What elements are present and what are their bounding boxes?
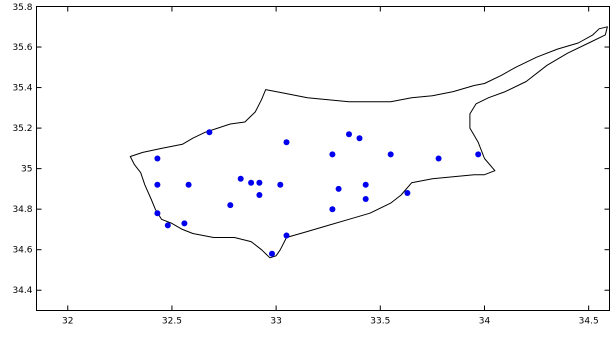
- x-tick-label-6: 34.5: [579, 317, 599, 327]
- station-point-1: [154, 155, 161, 162]
- y-tick-label-6: 35.4: [12, 84, 32, 94]
- station-point-9: [237, 175, 244, 182]
- station-point-8: [227, 202, 234, 209]
- x-axis: 32 32.5 33 33.5 34 34.5: [62, 6, 599, 327]
- station-point-21: [356, 135, 363, 142]
- coastline-layer: [129, 26, 608, 259]
- station-points-layer: [154, 129, 482, 257]
- station-point-6: [185, 181, 192, 188]
- station-point-16: [283, 139, 290, 146]
- x-tick-label-4: 33.5: [370, 317, 390, 327]
- y-tick-label-4: 35: [21, 165, 32, 175]
- station-point-22: [362, 181, 369, 188]
- x-tick-label-2: 32.5: [162, 317, 182, 327]
- station-point-2: [154, 181, 161, 188]
- station-point-25: [404, 190, 411, 196]
- y-tick-label-7: 35.6: [12, 43, 32, 53]
- station-point-11: [256, 179, 263, 186]
- y-tick-label-1: 34.4: [12, 286, 32, 296]
- station-point-12: [256, 192, 263, 198]
- y-tick-label-8: 35.8: [12, 3, 32, 13]
- station-point-13: [269, 250, 275, 257]
- station-point-18: [329, 206, 336, 213]
- station-point-5: [181, 220, 188, 227]
- station-point-4: [164, 222, 171, 229]
- y-tick-label-3: 34.8: [12, 205, 32, 215]
- station-point-24: [387, 151, 394, 158]
- station-point-15: [283, 232, 290, 239]
- plot-frame: [36, 6, 610, 311]
- island-coastline: [129, 26, 608, 259]
- x-tick-label-3: 33: [270, 317, 281, 327]
- station-point-20: [346, 131, 352, 138]
- station-point-7: [206, 129, 213, 136]
- y-tick-label-2: 34.6: [12, 246, 32, 256]
- station-point-26: [435, 155, 442, 162]
- x-tick-label-1: 32: [62, 317, 73, 327]
- station-point-27: [475, 151, 482, 158]
- station-point-19: [335, 185, 342, 192]
- station-point-23: [362, 196, 369, 202]
- y-tick-label-5: 35.2: [12, 124, 32, 134]
- x-tick-label-5: 34: [479, 317, 491, 327]
- station-point-14: [277, 181, 284, 188]
- station-point-17: [329, 151, 336, 158]
- station-point-3: [154, 210, 161, 217]
- y-axis: 34.4 34.6 34.8 35 35.2 35.4 35.6 35.8: [12, 3, 610, 296]
- station-point-10: [248, 179, 255, 186]
